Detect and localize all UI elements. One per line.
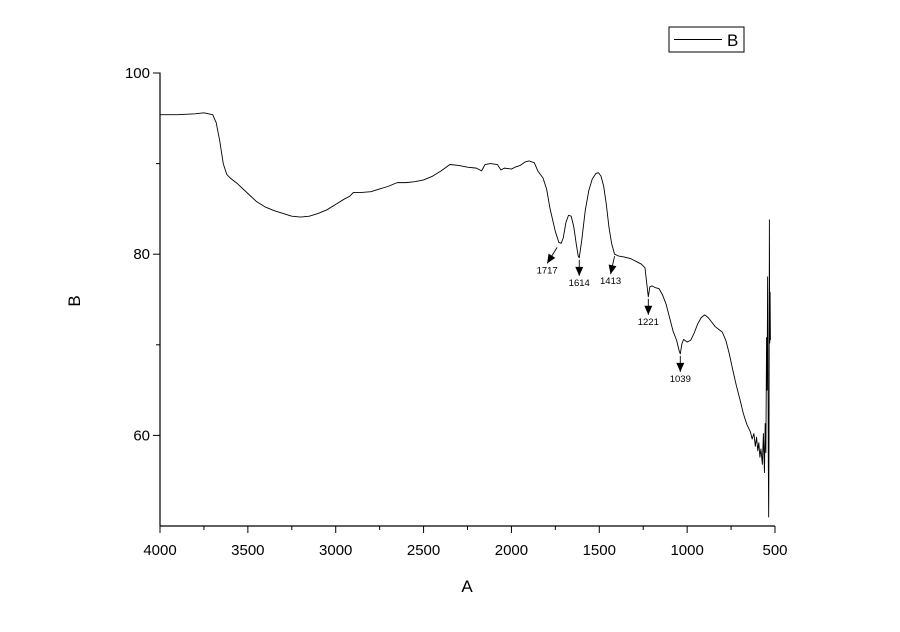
annotation-arrow-head-1413 — [608, 264, 617, 275]
x-tick-label-4000: 4000 — [143, 542, 176, 559]
annotation-arrow-head-1221 — [644, 305, 653, 315]
series-line-B — [160, 112, 771, 518]
ticks: 4000 3500 3000 2500 2000 1500 1000 500 60 80 100 — [125, 65, 788, 559]
annotation-arrow-head-1039 — [676, 362, 685, 372]
x-tick-label-2500: 2500 — [407, 542, 440, 559]
y-tick-label-100: 100 — [125, 65, 150, 82]
annotation-arrow-head-1717 — [547, 253, 556, 264]
x-tick-label-3000: 3000 — [319, 542, 352, 559]
annotation-arrow-head-1614 — [575, 266, 584, 276]
legend-label-B: B — [727, 31, 738, 50]
x-axis-title: A — [461, 577, 473, 596]
axes — [159, 72, 775, 527]
y-tick-label-80: 80 — [133, 246, 150, 263]
annotation-label-1039: 1039 — [670, 374, 691, 385]
annotation-label-1717: 1717 — [537, 265, 558, 276]
x-tick-label-1000: 1000 — [670, 542, 703, 559]
x-tick-label-2000: 2000 — [495, 542, 528, 559]
x-tick-label-500: 500 — [762, 542, 787, 559]
legend: B — [668, 26, 745, 53]
y-axis-title: B — [65, 295, 84, 306]
plot-area — [160, 112, 771, 518]
x-tick-label-3500: 3500 — [231, 542, 264, 559]
y-tick-label-60: 60 — [133, 427, 150, 444]
annotation-label-1614: 1614 — [569, 278, 590, 289]
annotation-label-1221: 1221 — [638, 317, 659, 328]
x-tick-label-1500: 1500 — [583, 542, 616, 559]
annotation-label-1413: 1413 — [600, 276, 621, 287]
peak-annotations: 1717 1614 1413 1221 1039 — [537, 247, 691, 385]
